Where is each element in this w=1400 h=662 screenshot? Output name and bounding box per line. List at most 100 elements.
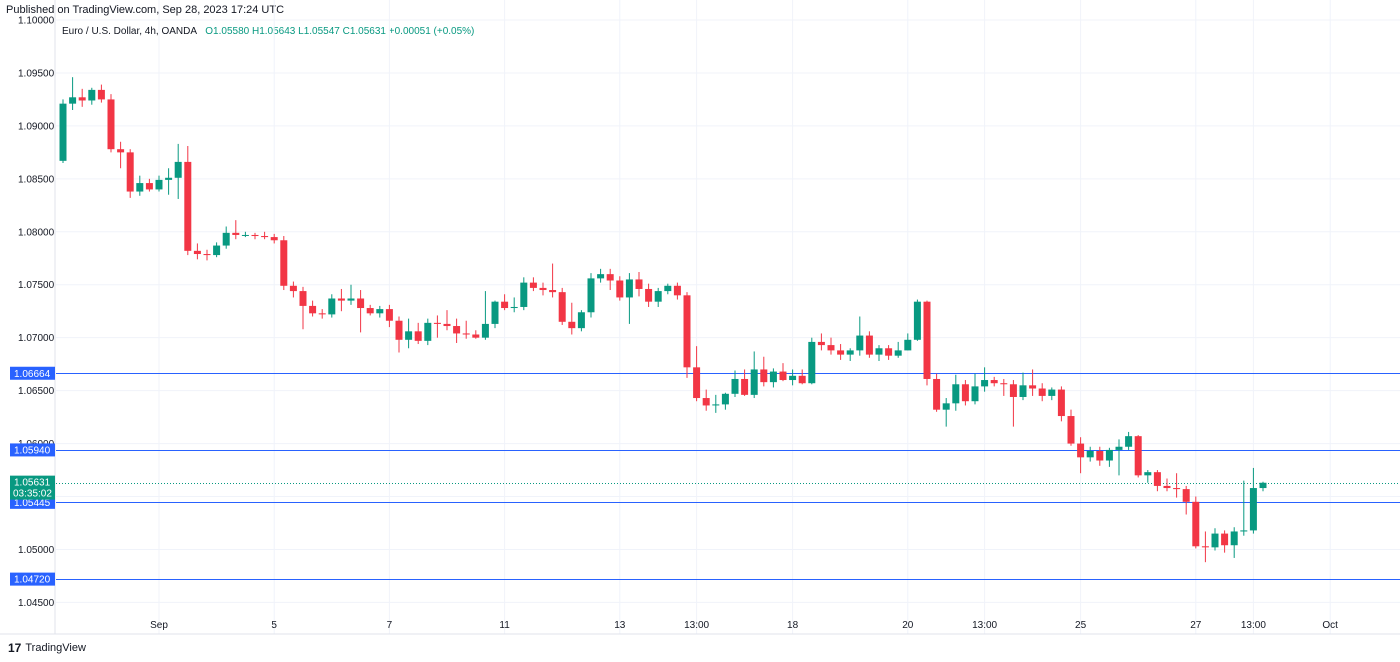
y-tick-label: 1.08000	[18, 227, 55, 238]
candle	[885, 345, 893, 360]
x-tick-label: 27	[1190, 620, 1202, 631]
candle-body	[69, 97, 77, 104]
candle-body	[1134, 436, 1142, 476]
y-tick-label: 1.08500	[18, 174, 55, 185]
candle-body	[1192, 501, 1200, 547]
candle-body	[981, 380, 989, 387]
x-tick-label: 13:00	[972, 620, 997, 631]
candle-body	[558, 292, 566, 322]
candle	[1038, 383, 1046, 402]
candle	[1144, 470, 1152, 483]
candle-body	[779, 371, 787, 381]
candle	[78, 88, 86, 107]
candle	[712, 394, 720, 413]
candle-body	[875, 348, 883, 355]
candle	[1019, 372, 1027, 401]
candle	[453, 318, 461, 343]
candle-body	[1259, 482, 1267, 489]
candle-body	[817, 341, 825, 346]
candle	[1105, 447, 1113, 467]
y-tick-label: 1.06500	[18, 386, 55, 397]
candle-body	[645, 288, 653, 302]
candle-body	[539, 287, 547, 291]
y-axis[interactable]: 1.045001.050001.055001.060001.065001.070…	[18, 0, 56, 634]
candle	[117, 141, 125, 169]
x-tick-label: 13:00	[1241, 620, 1266, 631]
candles	[59, 77, 1267, 563]
candle	[568, 302, 576, 335]
countdown-label: 03:35:02	[13, 489, 52, 500]
candle	[654, 287, 662, 307]
candle	[126, 149, 134, 198]
candle-body	[481, 323, 489, 338]
candle-body	[1144, 472, 1152, 476]
candle	[299, 286, 307, 330]
candle-body	[136, 183, 144, 192]
candle-body	[616, 280, 624, 298]
grid-lines	[56, 0, 1400, 634]
symbol-legend: Euro / U.S. Dollar, 4h, OANDA O1.05580 H…	[62, 26, 474, 37]
candle	[693, 346, 701, 402]
candle-body	[808, 341, 816, 384]
candle-body	[462, 333, 470, 335]
candle	[1249, 467, 1257, 534]
candle	[145, 178, 153, 192]
candle	[1192, 496, 1200, 549]
level-tag-label: 1.06664	[14, 369, 51, 380]
tradingview-logo-icon: 17	[8, 641, 22, 655]
candle-body	[453, 326, 461, 334]
candle-body	[635, 279, 643, 289]
horizontal-levels[interactable]	[56, 373, 1400, 580]
candle	[760, 356, 768, 387]
candle	[136, 175, 144, 196]
level-tag-label: 1.05940	[14, 445, 51, 456]
candle-body	[1125, 436, 1133, 447]
candle-body	[789, 375, 797, 381]
candle-body	[1201, 546, 1209, 548]
candle	[549, 263, 557, 298]
candle	[606, 268, 614, 291]
candle	[731, 370, 739, 397]
x-tick-label: 11	[499, 620, 510, 631]
candle-body	[433, 322, 441, 324]
candle-body	[885, 348, 893, 356]
candle	[558, 287, 566, 325]
candle-body	[1057, 389, 1065, 417]
candle	[222, 226, 230, 249]
candle	[789, 369, 797, 386]
x-axis[interactable]: Sep 5 7 11 13 13:00 18 20 13:00 25 27 13:00 Oct	[0, 620, 1400, 635]
candle-body	[424, 322, 432, 341]
last-price-label: 1.05631	[14, 478, 51, 489]
candle	[69, 77, 77, 111]
level-price-tag: 1.06664	[10, 366, 55, 380]
candle-body	[913, 301, 921, 340]
candle	[472, 330, 480, 339]
candle	[1086, 446, 1094, 462]
candle-body	[923, 301, 931, 379]
candle-body	[78, 97, 86, 101]
candle-body	[693, 367, 701, 399]
candle-body	[606, 274, 614, 281]
candle-body	[107, 99, 115, 150]
candle-body	[155, 179, 163, 190]
candle-body	[1048, 389, 1056, 396]
level-tag-bg	[10, 443, 55, 457]
candle-body	[587, 278, 595, 313]
candle-body	[1173, 488, 1181, 490]
y-tick-label: 1.07000	[18, 333, 55, 344]
candle-body	[750, 369, 758, 395]
candle	[808, 337, 816, 385]
candle	[251, 232, 259, 240]
candle	[1067, 409, 1075, 446]
candle	[865, 331, 873, 358]
candle	[856, 316, 864, 356]
candle	[741, 369, 749, 396]
candle	[1048, 387, 1056, 401]
candle-body	[88, 89, 96, 101]
candle	[875, 345, 883, 361]
candle	[577, 310, 585, 332]
candle-body	[769, 371, 777, 383]
candle	[395, 316, 403, 353]
candle-body	[1153, 472, 1161, 486]
